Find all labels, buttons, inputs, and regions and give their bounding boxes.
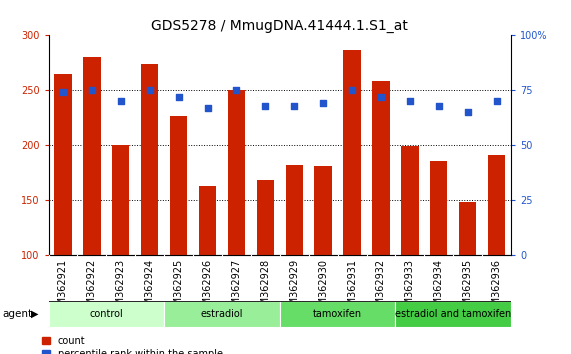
Point bbox=[348, 87, 357, 93]
Point bbox=[261, 103, 270, 108]
Text: GSM362926: GSM362926 bbox=[203, 258, 212, 318]
Bar bbox=[372, 81, 389, 255]
Text: estradiol and tamoxifen: estradiol and tamoxifen bbox=[395, 309, 512, 319]
Point bbox=[203, 105, 212, 111]
Point bbox=[319, 101, 328, 106]
Text: GSM362932: GSM362932 bbox=[376, 258, 386, 318]
Text: GSM362922: GSM362922 bbox=[87, 258, 97, 318]
Text: GSM362921: GSM362921 bbox=[58, 258, 68, 318]
Bar bbox=[459, 202, 476, 255]
Bar bbox=[112, 145, 130, 255]
Text: GSM362933: GSM362933 bbox=[405, 258, 415, 318]
Text: control: control bbox=[90, 309, 123, 319]
Bar bbox=[199, 186, 216, 255]
Legend: count, percentile rank within the sample: count, percentile rank within the sample bbox=[42, 336, 223, 354]
Point bbox=[87, 87, 96, 93]
Point bbox=[58, 90, 67, 95]
Bar bbox=[488, 155, 505, 255]
Bar bbox=[54, 74, 72, 255]
Bar bbox=[49, 301, 164, 327]
Text: tamoxifen: tamoxifen bbox=[313, 309, 362, 319]
Bar bbox=[315, 166, 332, 255]
Text: estradiol: estradiol bbox=[201, 309, 243, 319]
Text: GSM362927: GSM362927 bbox=[231, 258, 242, 318]
Text: GSM362923: GSM362923 bbox=[116, 258, 126, 318]
Point bbox=[376, 94, 385, 100]
Text: GSM362936: GSM362936 bbox=[492, 258, 501, 318]
Bar bbox=[430, 160, 448, 255]
Bar bbox=[83, 57, 100, 255]
Point bbox=[463, 109, 472, 115]
Bar bbox=[395, 301, 511, 327]
Title: GDS5278 / MmugDNA.41444.1.S1_at: GDS5278 / MmugDNA.41444.1.S1_at bbox=[151, 19, 408, 33]
Bar bbox=[343, 50, 361, 255]
Text: GSM362924: GSM362924 bbox=[144, 258, 155, 318]
Text: ▶: ▶ bbox=[31, 309, 39, 319]
Bar bbox=[164, 301, 280, 327]
Text: GSM362929: GSM362929 bbox=[289, 258, 299, 318]
Text: agent: agent bbox=[3, 309, 33, 319]
Point bbox=[289, 103, 299, 108]
Text: GSM362934: GSM362934 bbox=[434, 258, 444, 318]
Bar bbox=[401, 146, 419, 255]
Point bbox=[116, 98, 126, 104]
Point bbox=[232, 87, 241, 93]
Point bbox=[405, 98, 415, 104]
Bar bbox=[256, 180, 274, 255]
Bar bbox=[170, 115, 187, 255]
Point bbox=[145, 87, 154, 93]
Bar bbox=[286, 165, 303, 255]
Bar bbox=[141, 64, 158, 255]
Point bbox=[434, 103, 443, 108]
Point bbox=[492, 98, 501, 104]
Point bbox=[174, 94, 183, 100]
Bar bbox=[280, 301, 395, 327]
Text: GSM362935: GSM362935 bbox=[463, 258, 473, 318]
Bar bbox=[228, 90, 245, 255]
Text: GSM362925: GSM362925 bbox=[174, 258, 184, 318]
Text: GSM362928: GSM362928 bbox=[260, 258, 270, 318]
Text: GSM362930: GSM362930 bbox=[318, 258, 328, 318]
Text: GSM362931: GSM362931 bbox=[347, 258, 357, 318]
